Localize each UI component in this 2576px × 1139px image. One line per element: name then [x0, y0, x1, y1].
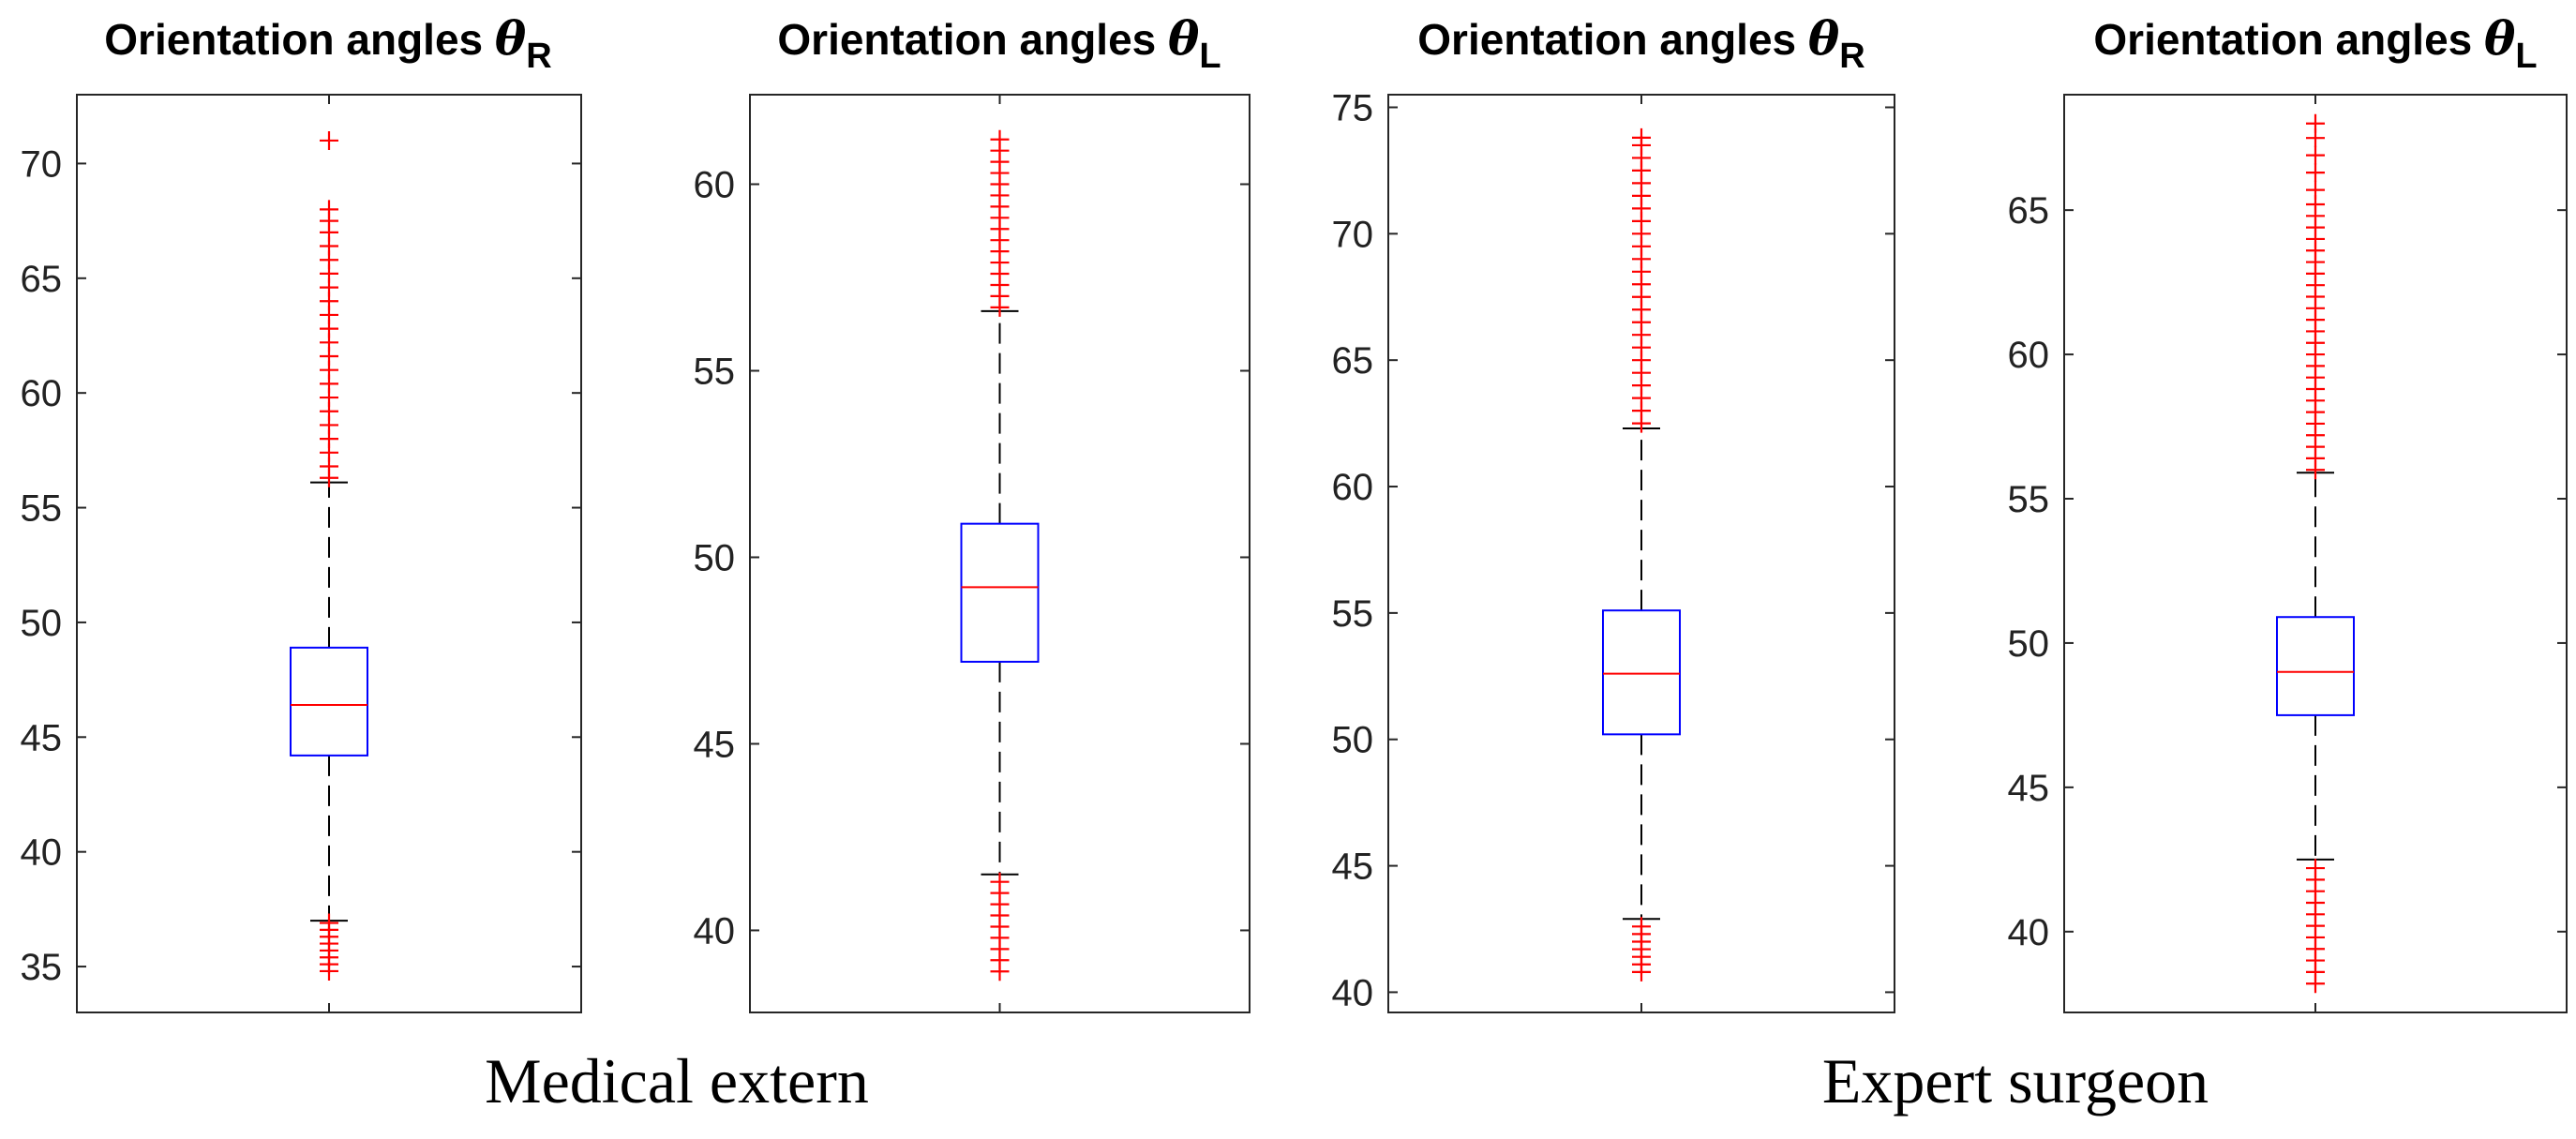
outlier-marker — [1632, 917, 1651, 937]
iqr-box — [960, 522, 1040, 663]
y-tick-label: 65 — [21, 259, 63, 300]
y-tick-label: 65 — [2008, 190, 2050, 232]
outlier-marker — [2306, 180, 2325, 200]
theta-subscript: R — [1839, 37, 1865, 76]
outlier-marker — [320, 913, 338, 933]
y-tick-label: 55 — [1332, 593, 1374, 635]
theta-symbol: θ — [1168, 10, 1200, 66]
theta-subscript: L — [1199, 37, 1221, 76]
y-tick-label: 60 — [1332, 467, 1374, 508]
panel-title: Orientation angles θL — [2093, 10, 2537, 76]
outlier-marker — [2306, 163, 2325, 183]
boxplot-panels: Orientation angles θR3540455055606570Ori… — [21, 10, 2568, 1013]
y-tick-label: 70 — [1332, 214, 1374, 255]
y-tick-label: 45 — [694, 724, 736, 765]
y-tick-label: 40 — [694, 910, 736, 952]
iqr-box — [1602, 609, 1681, 736]
y-tick-label: 60 — [694, 165, 736, 206]
iqr-box — [2276, 616, 2355, 716]
y-tick-label: 45 — [1332, 847, 1374, 888]
y-tick-label: 55 — [694, 351, 736, 392]
y-tick-label: 50 — [694, 537, 736, 578]
outlier-marker — [2306, 859, 2325, 878]
y-tick-label: 60 — [2008, 335, 2050, 376]
y-tick-label: 50 — [1332, 720, 1374, 761]
outlier-marker — [990, 872, 1010, 892]
theta-subscript: L — [2515, 37, 2537, 76]
outlier-marker — [320, 200, 338, 219]
panel-title-text: Orientation angles — [777, 15, 1168, 64]
panel-title-text: Orientation angles — [2093, 15, 2484, 64]
panel-title: Orientation angles θR — [1417, 10, 1865, 76]
y-tick-label: 75 — [1332, 87, 1374, 128]
boxplot-panel-1: Orientation angles θR 35 40 45 50 55 60 65 70 — [21, 10, 582, 1013]
outlier-marker — [990, 129, 1010, 149]
outlier-marker — [2306, 145, 2325, 165]
panel-title: Orientation angles θR — [104, 10, 551, 76]
caption-expert-surgeon: Expert surgeon — [1822, 1045, 2209, 1117]
theta-symbol: θ — [495, 10, 527, 66]
y-tick-label: 50 — [2008, 623, 2050, 665]
theta-subscript: R — [526, 37, 551, 76]
theta-symbol: θ — [1808, 10, 1840, 66]
y-tick-label: 45 — [21, 717, 63, 758]
panel-title: Orientation angles θL — [777, 10, 1221, 76]
iqr-box — [290, 646, 368, 757]
y-tick-label: 65 — [1332, 340, 1374, 382]
outlier-marker — [320, 130, 338, 150]
boxplot-panel-2: Orientation angles θL 40 45 50 55 60 — [694, 10, 1251, 1013]
y-tick-label: 60 — [21, 373, 63, 414]
outlier-marker — [1632, 127, 1651, 147]
caption-medical-extern: Medical extern — [485, 1045, 869, 1117]
panel-title-text: Orientation angles — [104, 15, 495, 64]
y-tick-label: 40 — [2008, 912, 2050, 953]
boxplot-panel-3: Orientation angles θR 40 45 50 55 60 65 70 75 — [1332, 10, 1895, 1013]
theta-symbol: θ — [2484, 10, 2516, 66]
y-tick-label: 50 — [21, 603, 63, 644]
outlier-marker — [2306, 113, 2325, 133]
y-tick-label: 35 — [21, 947, 63, 988]
y-tick-label: 70 — [21, 143, 63, 185]
y-tick-label: 40 — [1332, 972, 1374, 1013]
boxplot-panel-4: Orientation angles θL 40 45 50 55 60 65 — [2008, 10, 2568, 1013]
y-tick-label: 55 — [2008, 479, 2050, 520]
panel-title-text: Orientation angles — [1417, 15, 1808, 64]
y-tick-label: 55 — [21, 488, 63, 530]
y-tick-label: 45 — [2008, 768, 2050, 809]
y-tick-label: 40 — [21, 832, 63, 874]
